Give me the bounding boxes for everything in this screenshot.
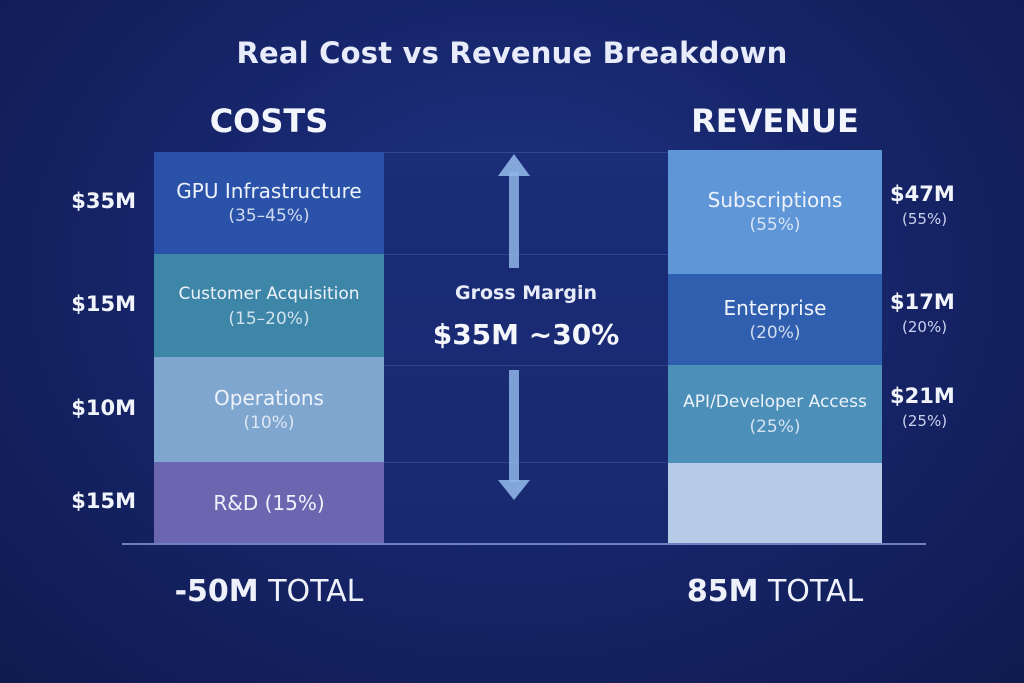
margin-arrow: [498, 154, 530, 500]
cost-segment-2: Customer Acquisition (15–20%): [154, 254, 384, 357]
cost-segment-3: Operations (10%): [154, 357, 384, 462]
revenue-side-pct: (20%): [902, 317, 948, 336]
costs-value-labels: $35M $15M $10M $15M: [0, 0, 154, 683]
revenue-segment-pct: (20%): [749, 322, 801, 343]
costs-total: -50M TOTAL: [154, 574, 384, 609]
cost-value-label: $35M: [71, 189, 136, 213]
revenue-segment-name: Subscriptions: [707, 188, 843, 212]
revenue-total-number: 85M: [686, 574, 759, 609]
arrow-shaft-down: [509, 370, 519, 482]
cost-segment-pct: (15–20%): [228, 308, 310, 329]
cost-segment-name: GPU Infrastructure: [176, 179, 362, 203]
costs-total-number: -50M: [174, 574, 259, 609]
revenue-segment-2: Enterprise (20%): [668, 274, 882, 365]
gridline: [384, 254, 668, 255]
cost-value-label: $10M: [71, 395, 136, 420]
cost-value-label: $15M: [71, 488, 136, 513]
revenue-value-label: $21M: [890, 384, 955, 408]
cost-segment-pct: (10%): [243, 412, 295, 433]
arrow-head-up: [498, 154, 530, 176]
revenue-value-label: $17M: [890, 289, 955, 314]
revenue-value-label: $47M: [890, 182, 955, 206]
gridline: [384, 365, 668, 366]
revenue-segment-name: Enterprise: [723, 295, 827, 320]
baseline: [122, 543, 926, 545]
cost-segment-name: Operations: [214, 385, 324, 410]
revenue-header: REVENUE: [691, 102, 859, 140]
revenue-segment-4: [668, 463, 882, 543]
revenue-value-labels: $47M (55%) $17M (20%) $21M (25%): [882, 0, 1024, 683]
costs-header: COSTS: [209, 102, 329, 140]
cost-segment-label: R&D (15%): [213, 490, 325, 515]
gross-margin-label: Gross Margin: [455, 282, 597, 304]
costs-bar: GPU Infrastructure (35–45%) Customer Acqui…: [154, 152, 384, 543]
cost-value-label: $15M: [71, 291, 136, 316]
gridline: [384, 462, 668, 463]
gross-margin-panel: [384, 152, 668, 544]
revenue-segment-3: API/Developer Access (25%): [668, 365, 882, 463]
revenue-side-pct: (25%): [902, 412, 948, 430]
cost-segment-1: GPU Infrastructure (35–45%): [154, 152, 384, 254]
revenue-segment-1: Subscriptions (55%): [668, 150, 882, 274]
cost-segment-name: Customer Acquisition: [178, 283, 360, 304]
revenue-segment-pct: (55%): [749, 215, 801, 235]
revenue-segment-pct: (25%): [749, 417, 801, 437]
revenue-segment-name: API/Developer Access: [683, 392, 867, 412]
gross-margin-value: $35M ~30%: [432, 318, 620, 351]
revenue-total-word: TOTAL: [767, 574, 864, 609]
revenue-side-pct: (55%): [902, 210, 948, 228]
arrow-head-down: [498, 480, 530, 500]
chart-title: Real Cost vs Revenue Breakdown: [236, 36, 788, 70]
cost-segment-4: R&D (15%): [154, 462, 384, 543]
costs-total-word: TOTAL: [268, 574, 364, 609]
revenue-bar: Subscriptions (55%) Enterprise (20%) API/Dev…: [668, 150, 882, 543]
arrow-shaft-up: [509, 172, 519, 268]
cost-segment-pct: (35–45%): [228, 206, 310, 226]
revenue-total: 85M TOTAL: [668, 574, 882, 609]
